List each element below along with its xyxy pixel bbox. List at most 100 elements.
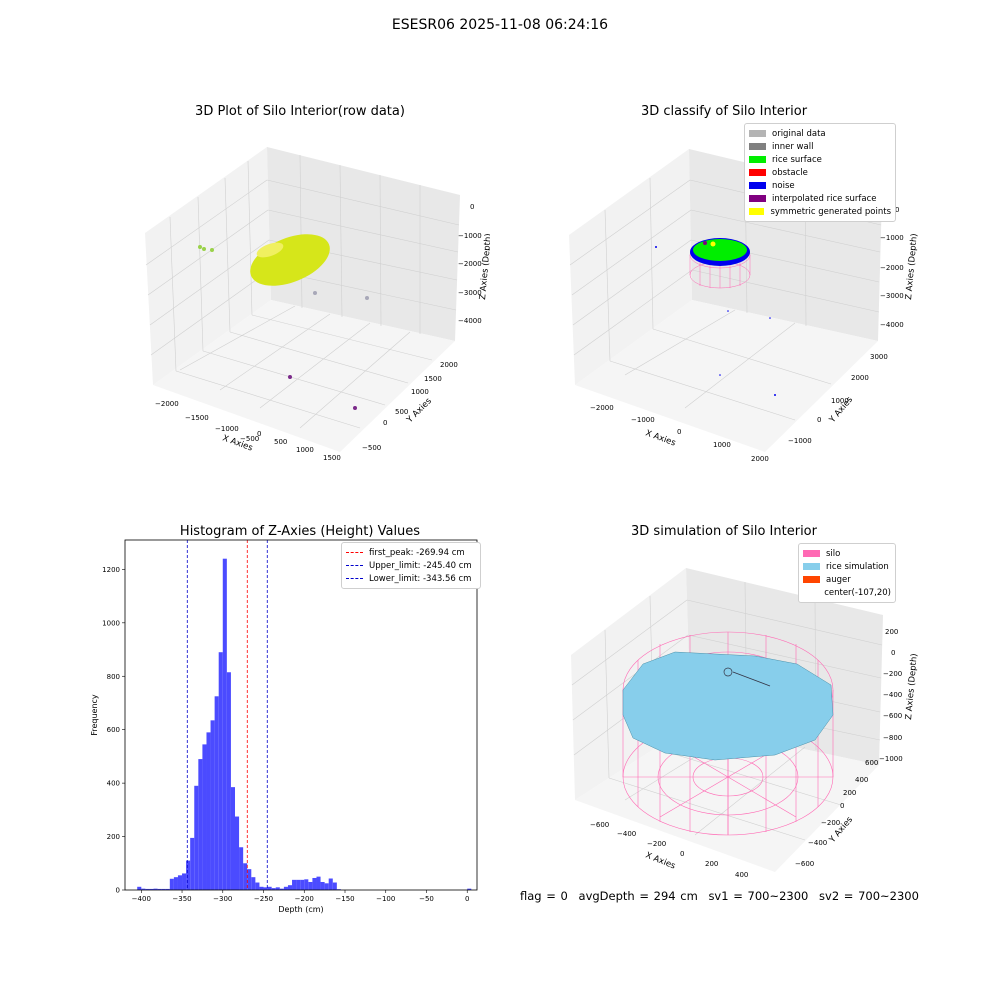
p4-xtick: −200 xyxy=(647,840,666,848)
pane-left xyxy=(145,147,271,385)
p4-xtick: −600 xyxy=(590,821,609,829)
histogram-bar xyxy=(328,878,333,890)
p2-ztick: −3000 xyxy=(880,292,904,300)
p1-ztick: −2000 xyxy=(458,260,482,268)
panel4-legend: silo rice simulation auger center(-107,2… xyxy=(798,543,896,603)
histogram-bar xyxy=(283,886,288,890)
histogram-bar xyxy=(292,879,297,890)
legend-item: Lower_limit: -343.56 cm xyxy=(346,572,476,585)
histogram-ytick: 400 xyxy=(107,780,120,788)
histogram-bar xyxy=(467,888,472,890)
p1-zlabel: Z Axies (Depth) xyxy=(478,233,490,300)
histogram-xtick: 0 xyxy=(465,895,469,903)
p1-ztick: 0 xyxy=(470,203,474,211)
histogram-bar xyxy=(247,869,252,890)
histogram-bar xyxy=(169,878,174,890)
p1-xtick: −1000 xyxy=(215,425,239,433)
p1-xtick: −500 xyxy=(240,435,259,443)
sv2-text: sv2 = 700~2300 xyxy=(819,889,919,903)
p1-ytick: 2000 xyxy=(440,361,458,369)
p2-xtick: 1000 xyxy=(713,441,731,449)
p2-ytick: 3000 xyxy=(870,353,888,361)
legend-item: auger xyxy=(803,573,891,586)
p4-ytick: 0 xyxy=(840,802,844,810)
histogram-bar xyxy=(218,652,223,890)
rice-surface xyxy=(693,239,747,261)
histogram-xtick: −300 xyxy=(213,895,232,903)
sv1-text: sv1 = 700~2300 xyxy=(708,889,809,903)
status-line: flag = 0 avgDepth = 294 cm sv1 = 700~230… xyxy=(520,889,925,903)
panel3-title: Histogram of Z-Axies (Height) Values xyxy=(179,524,421,539)
p4-ztick: 0 xyxy=(891,649,895,657)
histogram-ytick: 0 xyxy=(116,887,120,895)
legend-item: rice surface xyxy=(749,153,891,166)
p2-ztick: −2000 xyxy=(880,264,904,272)
grid xyxy=(145,154,460,429)
p4-xlabel: X Axies xyxy=(644,851,677,872)
p4-ytick: 400 xyxy=(855,776,868,784)
p1-xtick: −2000 xyxy=(155,400,179,408)
flag-text: flag = 0 xyxy=(520,889,568,903)
histogram-xtick: −350 xyxy=(172,895,191,903)
panel1-title: 3D Plot of Silo Interior(row data) xyxy=(195,104,405,119)
histogram-bar xyxy=(267,886,272,890)
p2-xtick: 2000 xyxy=(751,455,769,463)
panel4-3d-plot: −600 −400 −200 0 200 400 −600 −400 −200 … xyxy=(571,568,920,879)
p2-ytick: 0 xyxy=(817,416,821,424)
data-point xyxy=(210,248,214,252)
pane-floor xyxy=(153,300,455,452)
legend-item: interpolated rice surface xyxy=(749,192,891,205)
histogram-bars xyxy=(137,558,472,890)
p2-ztick: −1000 xyxy=(880,234,904,242)
p4-xtick: 200 xyxy=(705,860,718,868)
p2-ytick: 2000 xyxy=(851,374,869,382)
histogram-bar xyxy=(165,888,170,890)
histogram-xtick: −100 xyxy=(376,895,395,903)
histogram-bar xyxy=(332,882,337,890)
histogram-bar xyxy=(198,759,203,890)
histogram-bar xyxy=(230,787,235,890)
p4-ztick: −800 xyxy=(883,734,902,742)
legend-item: silo xyxy=(803,547,891,560)
p1-xtick: 0 xyxy=(257,430,261,438)
legend-item: inner wall xyxy=(749,140,891,153)
legend-item: original data xyxy=(749,127,891,140)
histogram-bar xyxy=(182,873,187,890)
p4-ztick: −600 xyxy=(883,712,902,720)
p2-ytick: 1000 xyxy=(831,397,849,405)
histogram-bar xyxy=(239,847,244,890)
histogram-bar xyxy=(304,879,309,890)
p2-zlabel: Z Axies (Depth) xyxy=(904,233,920,300)
histogram-bar xyxy=(255,882,260,890)
panel3-legend: first_peak: -269.94 cm Upper_limit: -245… xyxy=(341,542,481,589)
p2-ytick: −1000 xyxy=(788,437,812,445)
histogram-xtick: −200 xyxy=(295,895,314,903)
histogram-bar xyxy=(194,785,199,890)
histogram-bar xyxy=(190,837,195,890)
p4-xtick: 0 xyxy=(680,850,684,858)
histogram-bar xyxy=(251,877,256,890)
p1-ytick: 500 xyxy=(395,408,408,416)
histogram-bar xyxy=(263,887,268,890)
histogram-ytick: 1200 xyxy=(102,566,120,574)
p1-ylabel: Y Axies xyxy=(404,396,434,426)
data-point xyxy=(313,291,317,295)
histogram-ytick: 800 xyxy=(107,673,120,681)
p2-ztick: −4000 xyxy=(880,321,904,329)
data-point xyxy=(288,375,292,379)
p1-xtick: 1500 xyxy=(323,454,341,462)
legend-item: Upper_limit: -245.40 cm xyxy=(346,559,476,572)
p4-ztick: −400 xyxy=(883,691,902,699)
p1-xtick: 1000 xyxy=(296,446,314,454)
p1-ytick: 1500 xyxy=(424,375,442,383)
histogram-ytick: 1000 xyxy=(102,619,120,627)
histogram-bar xyxy=(312,877,317,890)
p4-ztick: −200 xyxy=(883,670,902,678)
histogram-bar xyxy=(157,888,162,890)
histogram-bar xyxy=(149,888,154,890)
p4-xtick: 400 xyxy=(735,871,748,879)
histogram-bar xyxy=(145,888,150,890)
histogram-bar xyxy=(206,732,211,890)
panel1-3d-plot: −2000 −1500 −1000 −500 0 500 1000 1500 −… xyxy=(145,147,490,462)
p2-ztick: 0 xyxy=(895,206,899,214)
